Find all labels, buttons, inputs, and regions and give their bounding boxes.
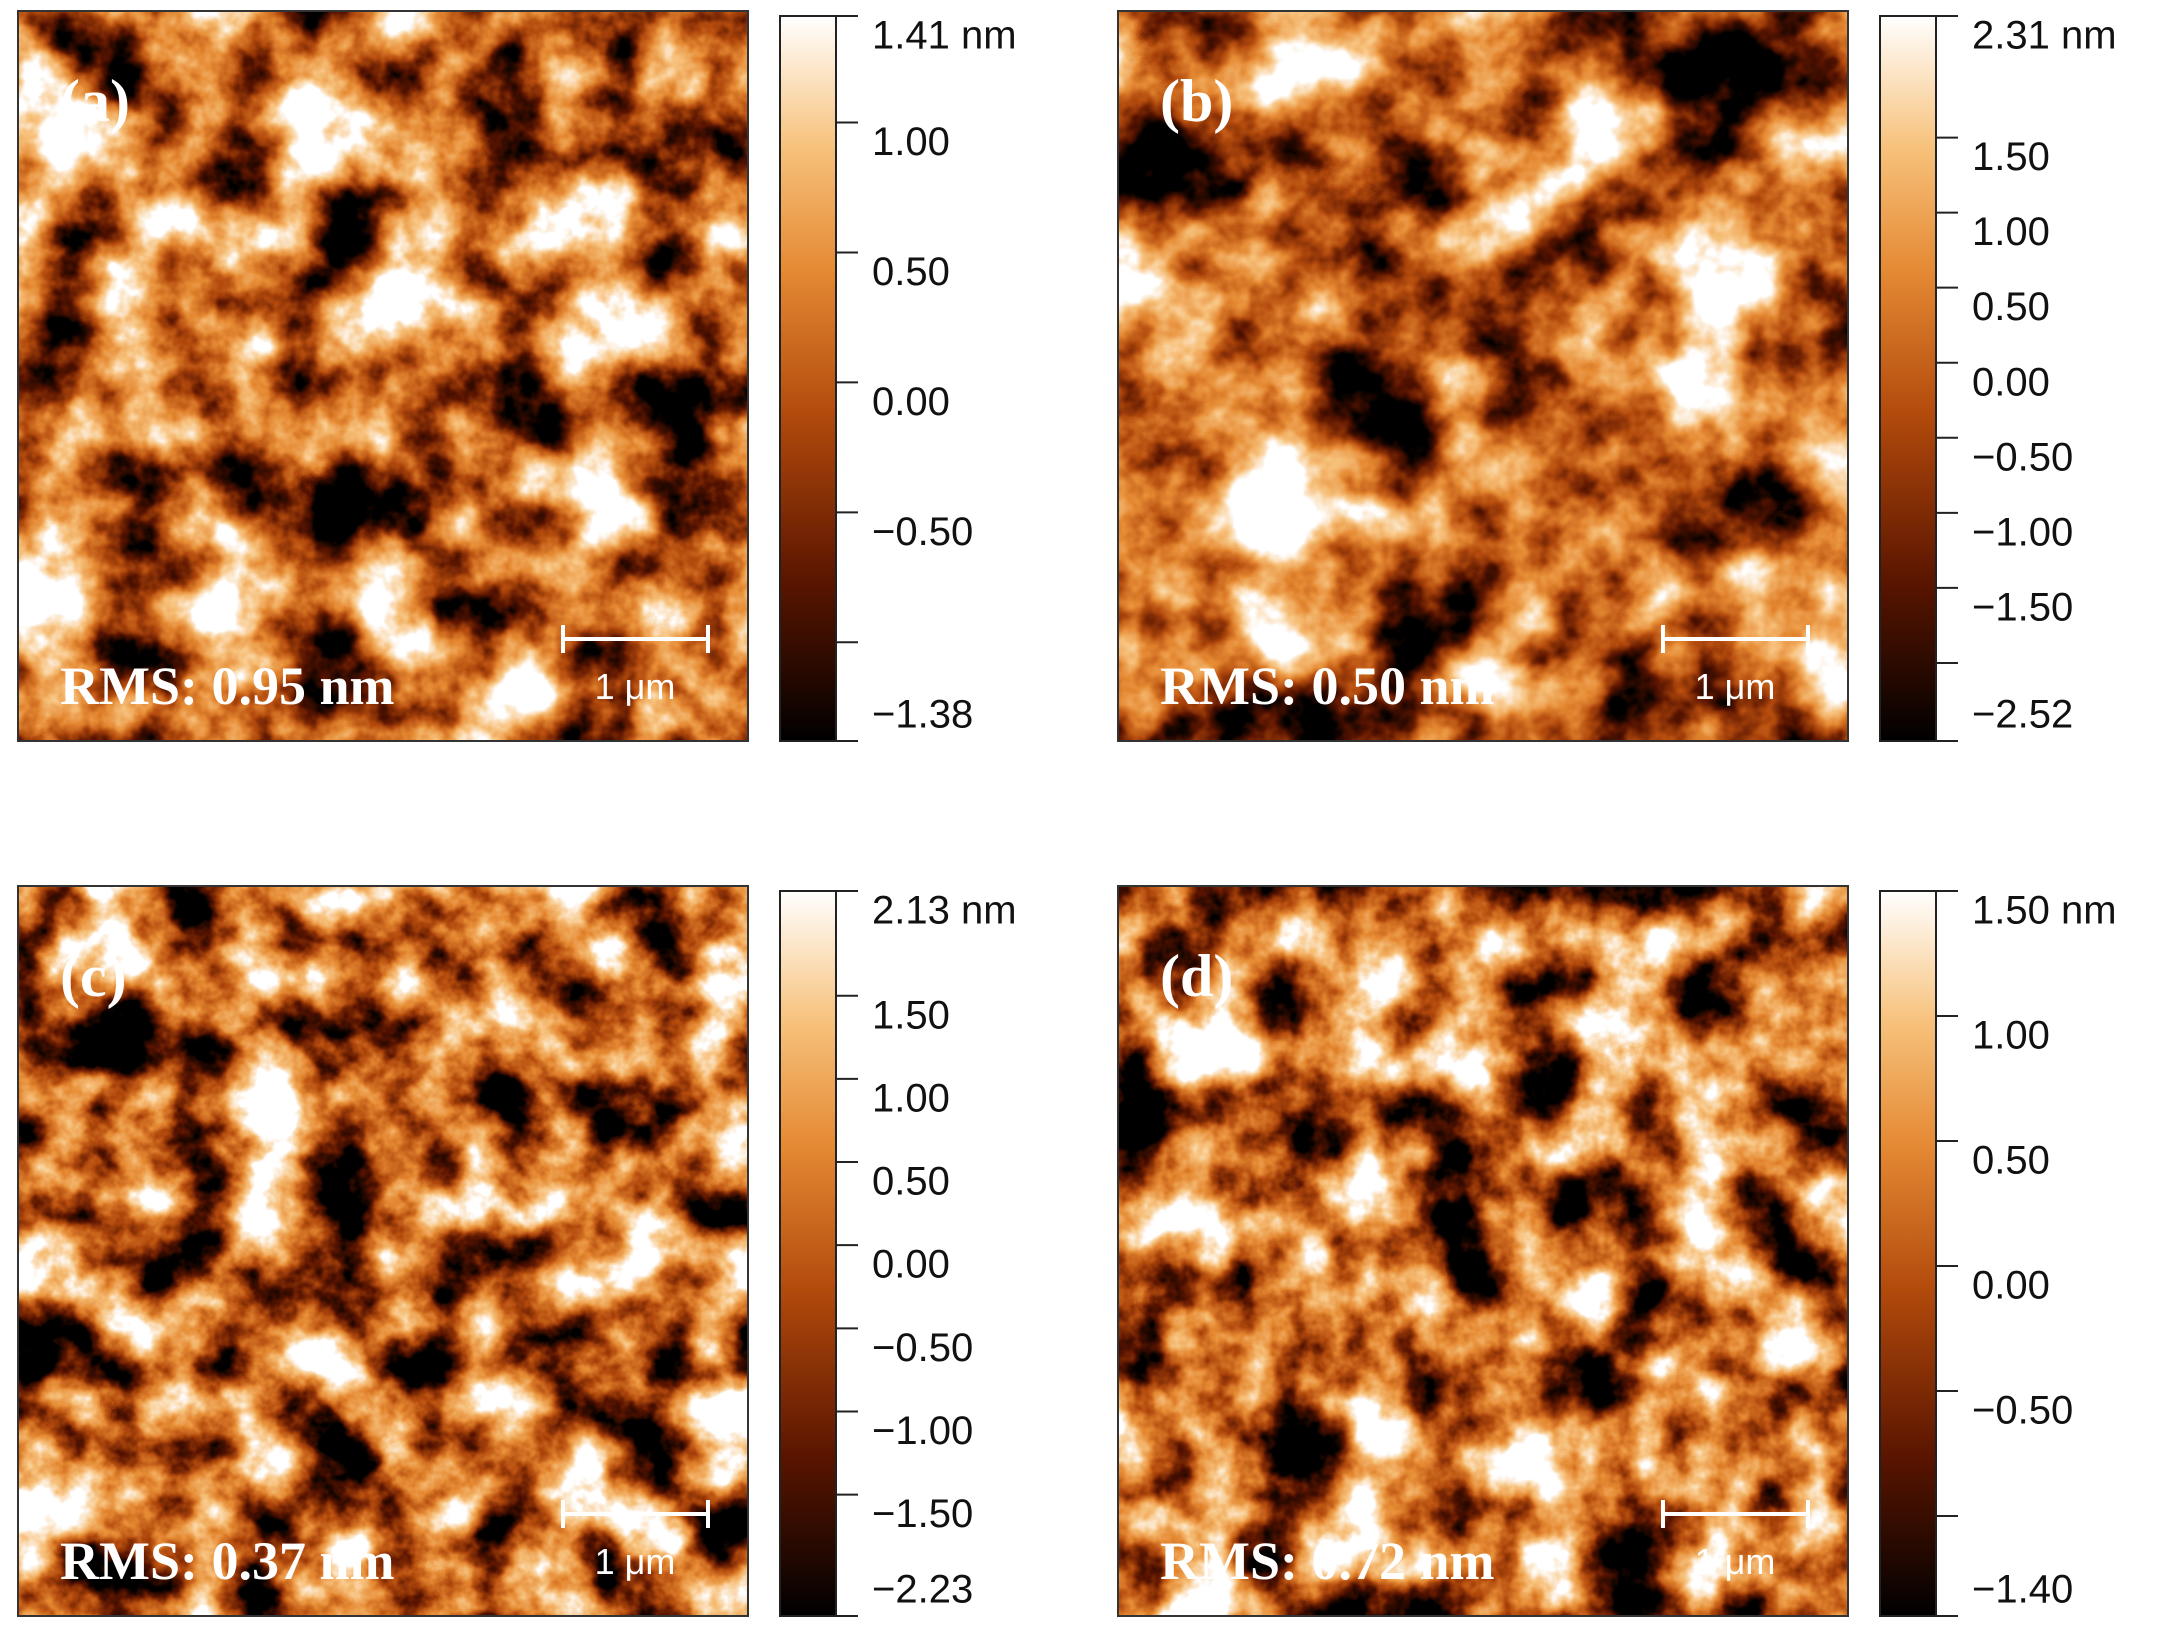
panel: (b) RMS: 0.50 nm 1 μm 2.31 nm 1.50 1.00 0.50 0.… [1117, 10, 2117, 742]
colorbar-tick-label: −0.50 [872, 510, 973, 554]
colorbar-tick-label: −1.00 [1972, 510, 2073, 554]
colorbar-tick-label: −0.50 [1972, 1389, 2073, 1433]
image-border [1117, 10, 1849, 742]
panel-label: (d) [1160, 943, 1233, 1009]
colorbar-tick-label: 1.00 [1972, 1014, 2050, 1058]
image-border [17, 885, 749, 1617]
colorbar-tick-label: 2.13 nm [872, 889, 1017, 933]
colorbar [1879, 15, 1937, 742]
colorbar-tick-label: 2.31 nm [1972, 14, 2117, 58]
rms-label: RMS: 0.72 nm [1160, 1531, 1495, 1591]
rms-label: RMS: 0.95 nm [60, 656, 395, 716]
colorbar-tick-label: 0.50 [872, 250, 950, 294]
scale-bar-label: 1 μm [1695, 666, 1776, 707]
colorbar [779, 890, 837, 1617]
colorbar-tick-label: 0.50 [1972, 1139, 2050, 1183]
afm-image [18, 11, 748, 741]
afm-image [1118, 11, 1848, 741]
colorbar-tick-label: 1.00 [872, 1076, 950, 1120]
colorbar-tick-label: 0.50 [1972, 285, 2050, 329]
scale-bar-label: 1 μm [595, 666, 676, 707]
colorbar-tick-label: 1.50 nm [1972, 889, 2117, 933]
colorbar-tick-label: 0.00 [872, 1243, 950, 1287]
colorbar-tick-label: 0.00 [1972, 360, 2050, 404]
image-border [17, 10, 749, 742]
colorbar-tick-label: 1.00 [1972, 210, 2050, 254]
colorbar-tick-label: 0.00 [872, 380, 950, 424]
rms-label: RMS: 0.50 nm [1160, 656, 1495, 716]
colorbar-tick-label: −2.23 [872, 1568, 973, 1612]
panel-label: (a) [60, 68, 130, 134]
colorbar-tick-label: −1.00 [872, 1409, 973, 1453]
colorbar [779, 15, 837, 742]
scale-bar-label: 1 μm [1695, 1541, 1776, 1582]
rms-label: RMS: 0.37 nm [60, 1531, 395, 1591]
colorbar-tick-label: −0.50 [1972, 435, 2073, 479]
panel-label: (c) [60, 943, 127, 1009]
panel: (d) RMS: 0.72 nm 1 μm 1.50 nm 1.00 0.50 0.00 −0… [1117, 885, 2117, 1617]
afm-image [18, 886, 748, 1616]
colorbar-tick-label: 1.00 [872, 120, 950, 164]
colorbar-tick-label: 1.41 nm [872, 14, 1017, 58]
panel-label: (b) [1160, 68, 1233, 134]
colorbar-tick-label: 1.50 [1972, 135, 2050, 179]
colorbar-tick-label: 0.00 [1972, 1264, 2050, 1308]
colorbar [1879, 890, 1937, 1617]
colorbar-tick-label: 0.50 [872, 1160, 950, 1204]
colorbar-tick-label: 1.50 [872, 993, 950, 1037]
colorbar-tick-label: −1.40 [1972, 1568, 2073, 1612]
scale-bar-label: 1 μm [595, 1541, 676, 1582]
image-border [1117, 885, 1849, 1617]
colorbar-tick-label: −0.50 [872, 1326, 973, 1370]
colorbar-tick-label: −1.50 [1972, 585, 2073, 629]
afm-image [1118, 886, 1848, 1616]
panel: (a) RMS: 0.95 nm 1 μm 1.41 nm 1.00 0.50 0.00 −0… [17, 10, 1017, 742]
colorbar-tick-label: −2.52 [1972, 693, 2073, 737]
colorbar-tick-label: −1.50 [872, 1492, 973, 1536]
panel: (c) RMS: 0.37 nm 1 μm 2.13 nm 1.50 1.00 0.50 0.… [17, 885, 1017, 1617]
colorbar-tick-label: −1.38 [872, 693, 973, 737]
